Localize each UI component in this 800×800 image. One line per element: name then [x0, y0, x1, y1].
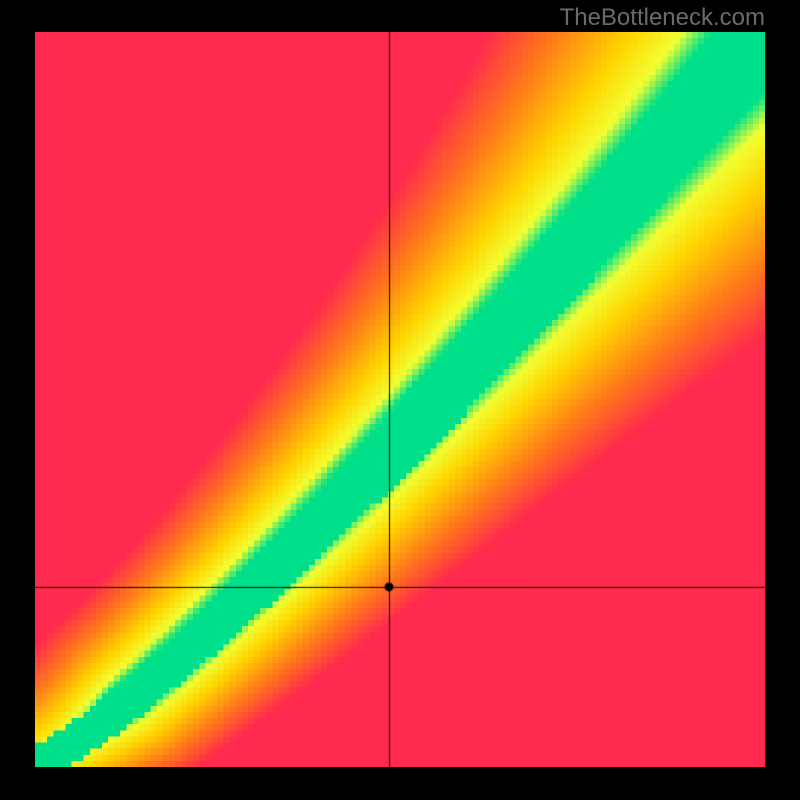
- chart-container: TheBottleneck.com: [0, 0, 800, 800]
- bottleneck-heatmap: [35, 32, 765, 767]
- watermark-text: TheBottleneck.com: [560, 4, 765, 32]
